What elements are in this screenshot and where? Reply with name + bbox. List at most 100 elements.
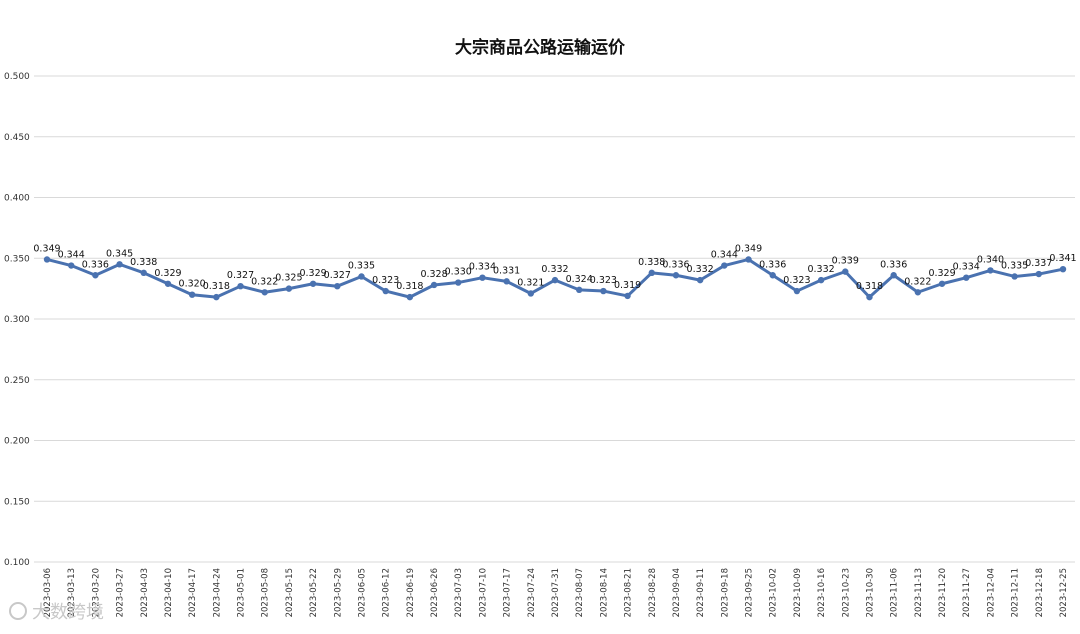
data-label: 0.322 [904, 276, 931, 287]
x-tick-label: 2023-10-30 [865, 568, 875, 617]
x-tick-label: 2023-11-27 [962, 568, 972, 617]
x-tick-label: 2023-05-29 [333, 568, 343, 617]
data-point [842, 268, 849, 275]
data-label: 0.329 [928, 268, 955, 279]
data-label: 0.319 [614, 280, 641, 291]
data-point [188, 291, 196, 298]
data-label: 0.322 [251, 276, 278, 287]
data-point [309, 280, 317, 287]
data-point [455, 279, 462, 286]
chart-title: 大宗商品公路运输运价 [455, 37, 626, 58]
data-label: 0.321 [517, 277, 544, 288]
data-point [285, 285, 293, 292]
data-point [624, 292, 631, 300]
series-layer [43, 256, 1067, 301]
data-label: 0.335 [348, 260, 375, 271]
data-label: 0.349 [735, 243, 762, 254]
data-label: 0.323 [372, 275, 399, 286]
data-label: 0.331 [493, 265, 520, 276]
data-point [696, 276, 704, 284]
data-label: 0.324 [566, 274, 593, 285]
x-tick-label: 2023-03-13 [67, 568, 77, 617]
data-label: 0.344 [711, 250, 738, 261]
data-point [938, 280, 946, 287]
y-tick-label: 0.100 [4, 558, 30, 568]
x-tick-label: 2023-07-10 [478, 568, 488, 617]
data-point [1011, 273, 1018, 280]
y-tick-label: 0.150 [4, 497, 30, 507]
data-point [914, 289, 922, 296]
x-tick-label: 2023-09-11 [696, 568, 706, 617]
x-tick-label: 2023-05-22 [309, 568, 319, 617]
x-tick-label: 2023-04-17 [188, 568, 198, 617]
data-point [551, 276, 559, 284]
y-tick-label: 0.450 [4, 133, 30, 143]
y-tick-label: 0.500 [4, 72, 30, 82]
x-tick-label: 2023-06-05 [357, 568, 367, 617]
x-tick-label: 2023-09-04 [672, 568, 682, 617]
watermark-logo-icon [9, 602, 27, 620]
data-label: 0.332 [541, 264, 568, 275]
data-label: 0.338 [638, 257, 665, 268]
data-label: 0.345 [106, 248, 133, 259]
data-point [358, 273, 365, 280]
data-point [43, 256, 51, 263]
data-label: 0.318 [856, 281, 883, 292]
x-tick-label: 2023-10-09 [793, 568, 803, 617]
data-label: 0.323 [590, 275, 617, 286]
gridlines [34, 75, 1075, 563]
x-tick-label: 2023-11-06 [890, 568, 900, 617]
x-tick-label: 2023-06-12 [382, 568, 392, 617]
data-label: 0.327 [227, 270, 254, 281]
data-point [745, 256, 752, 263]
x-tick-label: 2023-04-10 [164, 568, 174, 617]
x-tick-label: 2023-08-14 [599, 568, 609, 617]
data-point [866, 293, 873, 301]
data-point [769, 272, 776, 279]
x-tick-label: 2023-07-31 [551, 568, 561, 617]
y-tick-label: 0.200 [4, 437, 30, 447]
y-tick-label: 0.300 [4, 315, 30, 325]
data-label: 0.318 [396, 281, 423, 292]
x-tick-label: 2023-06-19 [406, 568, 416, 617]
data-point [890, 272, 897, 279]
data-point [648, 269, 655, 277]
x-tick-label: 2023-06-26 [430, 568, 440, 617]
data-label: 0.336 [880, 259, 907, 270]
data-label: 0.332 [687, 264, 714, 275]
x-tick-label: 2023-10-23 [841, 568, 851, 617]
data-point [213, 293, 220, 301]
data-label: 0.335 [1001, 260, 1028, 271]
data-point [1035, 270, 1043, 278]
data-label: 0.329 [299, 268, 326, 279]
x-tick-label: 2023-10-16 [817, 568, 827, 617]
data-label: 0.349 [33, 243, 60, 254]
x-tick-label: 2023-05-15 [285, 568, 295, 617]
x-tick-label: 2023-12-11 [1011, 568, 1021, 617]
x-tick-label: 2023-09-18 [720, 568, 730, 617]
data-label: 0.329 [154, 268, 181, 279]
data-label: 0.334 [953, 262, 980, 273]
x-tick-label: 2023-08-28 [648, 568, 658, 617]
data-label: 0.336 [759, 259, 786, 270]
data-point [116, 261, 123, 268]
data-point [479, 274, 486, 281]
watermark-text: 大数跨境 [32, 602, 104, 623]
data-point [672, 272, 680, 279]
x-tick-label: 2023-11-13 [914, 568, 924, 617]
x-tick-label: 2023-07-17 [503, 568, 513, 617]
data-point [817, 276, 825, 284]
data-point [334, 282, 341, 290]
x-tick-label: 2023-10-02 [769, 568, 779, 617]
data-point [164, 280, 172, 287]
data-point [987, 267, 994, 274]
y-axis-ticks: 0.100 0.150 0.200 0.250 0.300 0.350 0.400 0.450… [4, 72, 30, 568]
data-label: 0.325 [275, 273, 302, 284]
x-tick-label: 2023-12-04 [986, 568, 996, 617]
data-label: 0.336 [82, 259, 109, 270]
data-label: 0.336 [662, 259, 689, 270]
x-tick-label: 2023-03-20 [91, 568, 101, 617]
data-label: 0.328 [420, 269, 447, 280]
data-point [237, 282, 244, 290]
